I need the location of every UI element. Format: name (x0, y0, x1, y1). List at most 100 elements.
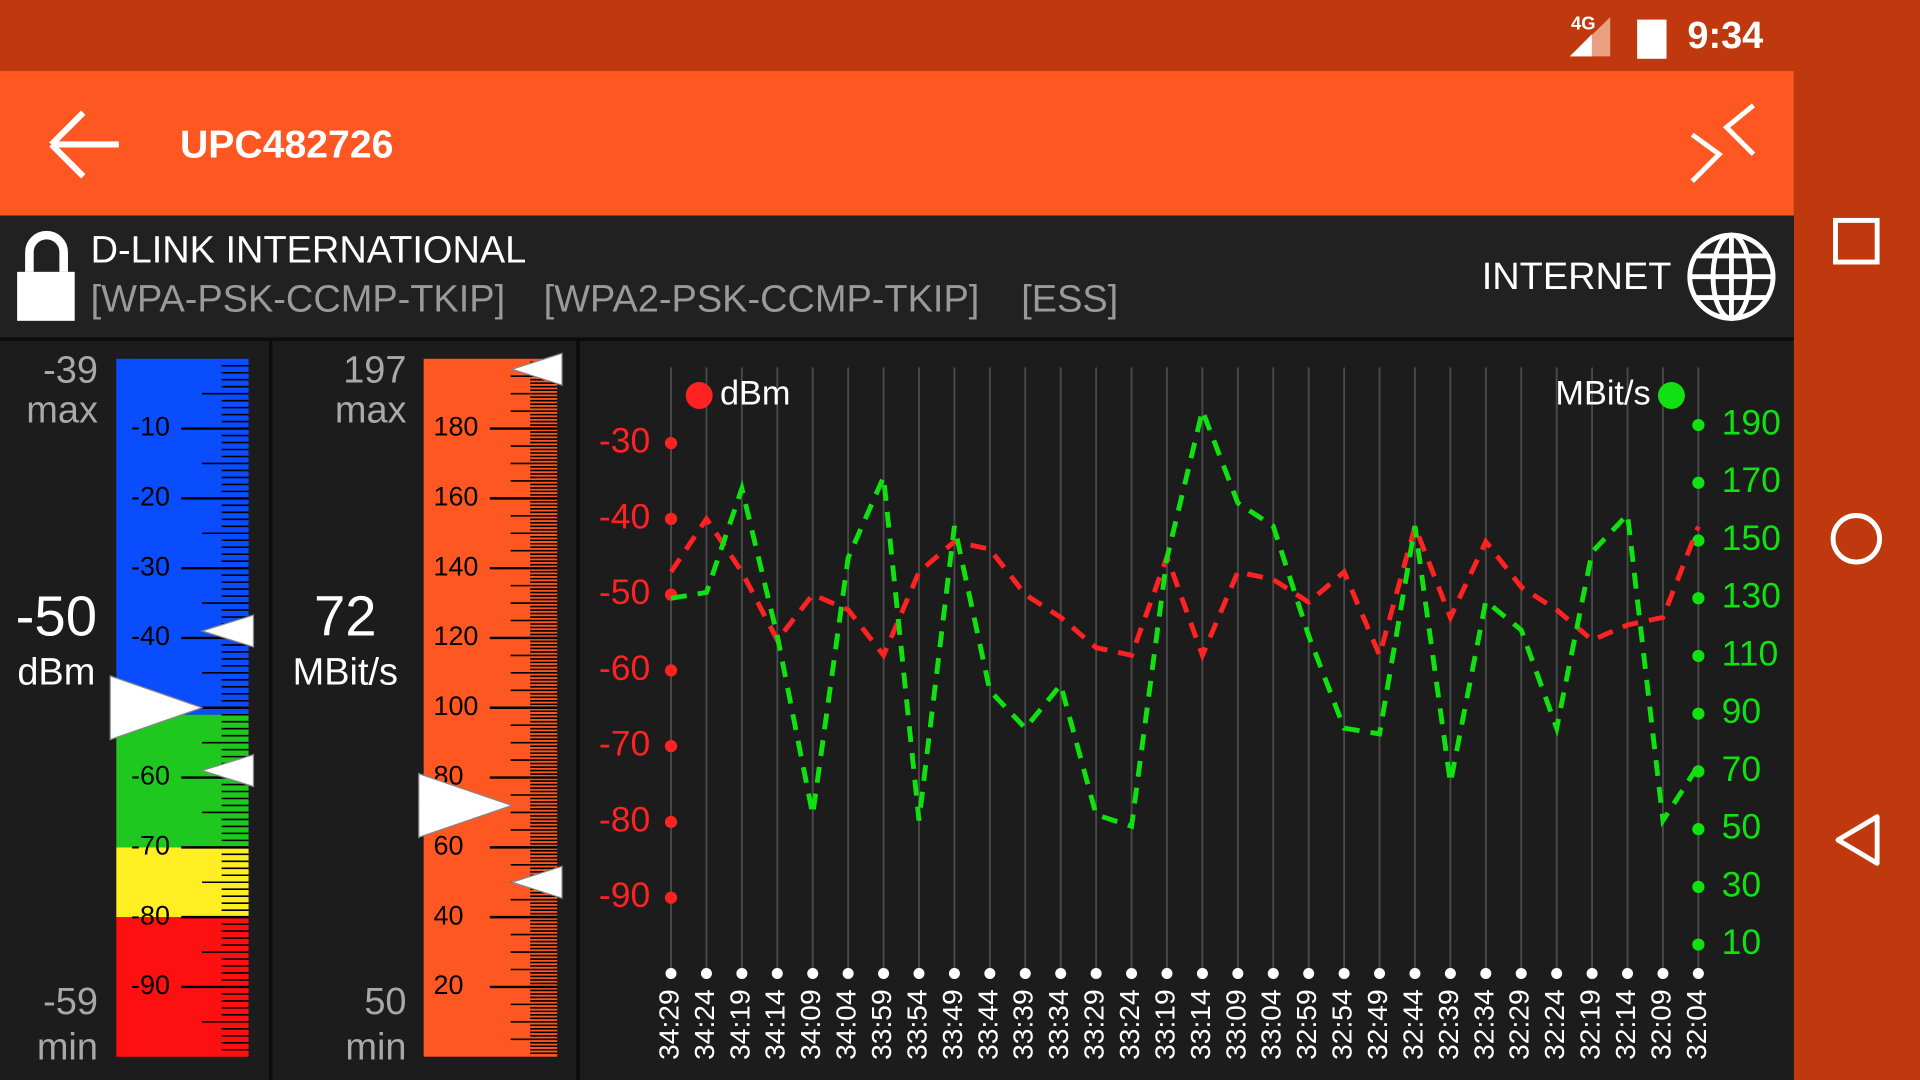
y2-tick-dot (1692, 649, 1705, 663)
connection: INTERNET (1482, 256, 1672, 298)
max-label: max (26, 390, 98, 432)
gauge-tick-label: 120 (433, 621, 478, 651)
x-tick-label: 32:19 (1575, 989, 1606, 1059)
x-tick-label: 33:14 (1185, 989, 1216, 1059)
x-tick-label: 33:59 (866, 989, 897, 1059)
gauge-band (116, 358, 249, 715)
x-tick-label: 33:44 (972, 989, 1003, 1059)
x-tick-dot (1586, 967, 1598, 979)
gauge-band (116, 714, 249, 848)
y-tick-label: -30 (599, 420, 650, 460)
y2-tick-label: 70 (1722, 749, 1761, 789)
x-tick-dot (984, 967, 996, 979)
info-panel (0, 215, 1794, 338)
gauge-tick-label: 100 (433, 691, 478, 721)
battery-icon (1637, 19, 1667, 59)
x-tick-dot (1692, 967, 1704, 979)
lock-icon (17, 271, 75, 321)
y2-tick-label: 110 (1722, 633, 1779, 673)
x-tick-dot (1055, 967, 1067, 979)
x-tick-label: 32:49 (1362, 989, 1393, 1059)
y2-tick-label: 130 (1722, 576, 1781, 616)
signal-icon (1569, 34, 1592, 57)
legend-label: MBit/s (1555, 375, 1650, 413)
gauge-tick-label: -80 (131, 900, 170, 930)
x-tick-dot (948, 967, 960, 979)
y-tick-label: -90 (599, 875, 650, 915)
series-line (668, 514, 1701, 663)
limit-marker (199, 614, 255, 648)
x-tick-dot (1090, 967, 1102, 979)
gauge-tick-label: -10 (131, 412, 170, 442)
x-tick-label: 33:39 (1008, 989, 1039, 1059)
status-bar (0, 0, 1920, 72)
x-tick-dot (1196, 967, 1208, 979)
legend-dot (685, 382, 713, 409)
x-tick-label: 34:24 (689, 989, 720, 1059)
y-tick-label: -50 (599, 572, 650, 612)
lock-icon (25, 230, 68, 272)
x-tick-label: 33:29 (1079, 989, 1110, 1059)
current-marker (109, 675, 204, 741)
gauge-tick-label: -30 (131, 551, 170, 581)
y-tick-label: -80 (599, 799, 650, 839)
y-tick-dot (664, 436, 678, 450)
home-button[interactable] (1830, 513, 1883, 565)
min-label: min (345, 1026, 406, 1068)
app-bar (0, 71, 1794, 216)
x-tick-label: 33:24 (1114, 989, 1145, 1059)
x-tick-label: 34:04 (831, 989, 862, 1059)
x-tick-label: 34:29 (653, 989, 684, 1059)
x-tick-dot (1480, 967, 1492, 979)
legend-dot (1657, 382, 1685, 409)
y2-tick-label: 50 (1722, 807, 1761, 847)
current-unit: MBit/s (293, 652, 398, 694)
x-tick-dot (1126, 967, 1138, 979)
x-tick-label: 32:14 (1610, 989, 1641, 1059)
gauge-tick-label: -20 (131, 481, 170, 511)
current-unit: dBm (17, 652, 95, 694)
y2-tick-label: 190 (1722, 402, 1781, 442)
x-tick-label: 34:14 (760, 989, 791, 1059)
x-tick-dot (1338, 967, 1350, 979)
y-tick-label: -70 (599, 724, 650, 764)
collapse-button[interactable] (1690, 103, 1756, 183)
gauge-tick-label: 140 (433, 551, 478, 581)
recents-button[interactable] (1833, 217, 1880, 265)
max-value: -39 (43, 349, 98, 391)
x-tick-label: 33:54 (901, 989, 932, 1059)
capability: [ESS] (1021, 278, 1118, 320)
current-marker (418, 772, 514, 839)
x-tick-label: 32:09 (1645, 989, 1676, 1059)
x-tick-label: 32:59 (1291, 989, 1322, 1059)
x-tick-label: 33:04 (1256, 989, 1287, 1059)
x-tick-dot (665, 967, 677, 979)
y2-tick-label: 150 (1722, 518, 1781, 558)
y2-tick-dot (1692, 592, 1705, 605)
x-tick-label: 32:24 (1539, 989, 1570, 1059)
gauge-tick-label: 20 (433, 970, 463, 1000)
x-tick-dot (736, 967, 748, 979)
gauge-tick-label: 60 (433, 830, 463, 860)
x-tick-label: 32:54 (1327, 989, 1358, 1059)
y2-tick-dot (1692, 418, 1705, 432)
capability: [WPA-PSK-CCMP-TKIP] (91, 278, 506, 320)
gauge-tick-label: -90 (131, 970, 170, 1000)
legend-label: dBm (720, 375, 790, 413)
min-label: min (37, 1026, 98, 1068)
x-tick-dot (807, 967, 819, 979)
limit-marker (509, 352, 563, 386)
y2-tick-dot (1692, 938, 1705, 951)
gauge-tick-label: 40 (433, 900, 463, 930)
x-tick-dot (1374, 967, 1386, 979)
x-tick-dot (1232, 967, 1244, 979)
clock: 9:34 (1687, 15, 1763, 57)
min-value: 50 (364, 981, 406, 1023)
x-tick-label: 33:19 (1149, 989, 1180, 1059)
gauge-comb (510, 361, 558, 1055)
back-button[interactable] (49, 110, 119, 179)
x-tick-dot (842, 967, 854, 979)
back-nav-button[interactable] (1835, 814, 1880, 866)
y-tick-label: -60 (599, 648, 650, 688)
limit-marker (199, 753, 255, 788)
